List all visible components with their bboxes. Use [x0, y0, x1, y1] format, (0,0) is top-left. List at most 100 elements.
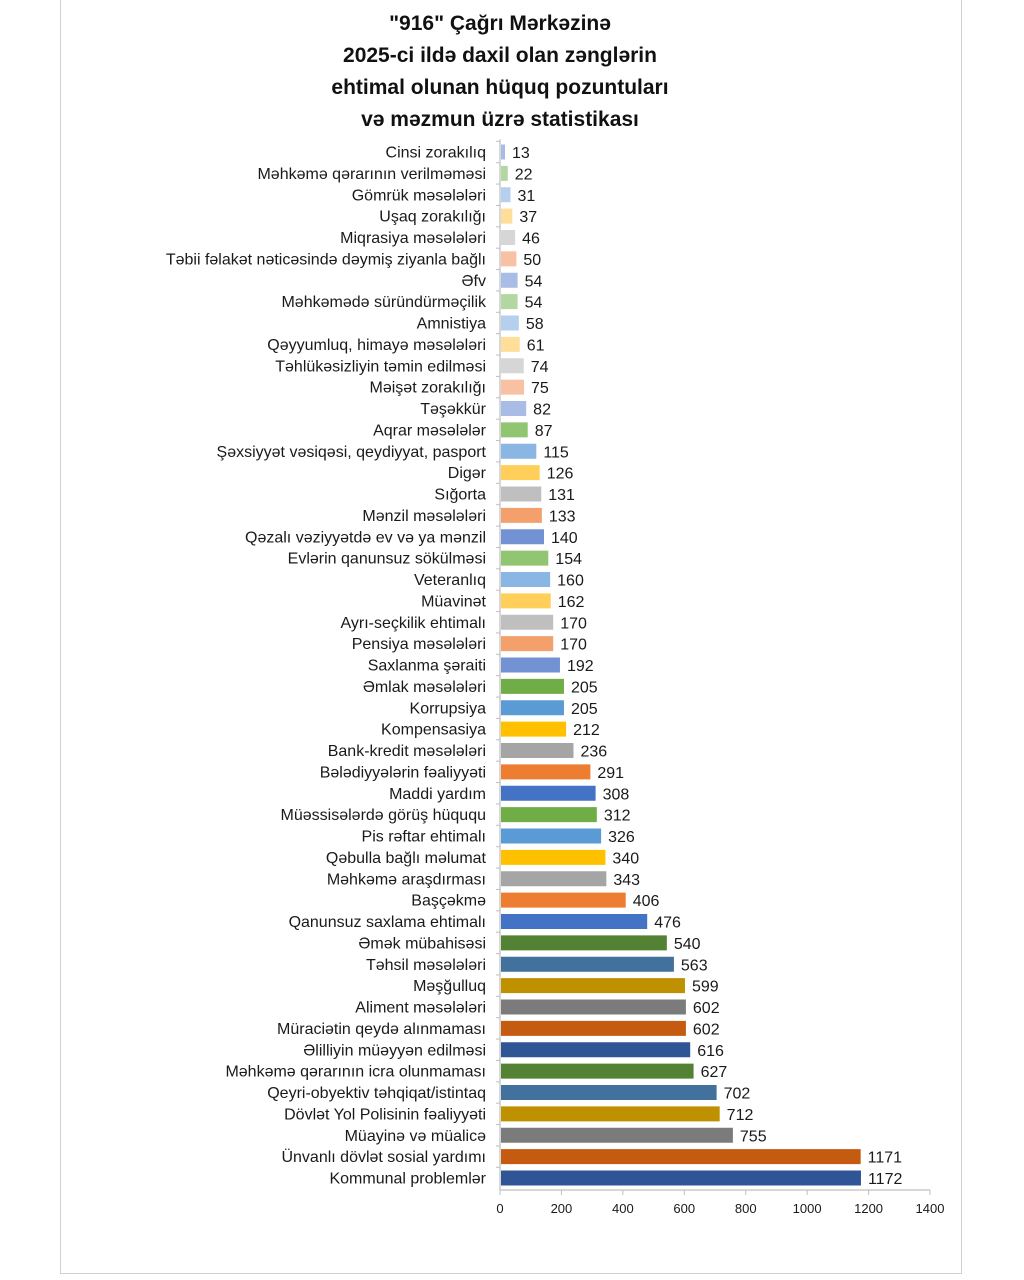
category-label: Təşəkkür	[420, 401, 486, 418]
data-label: 563	[681, 957, 708, 974]
category-label: Əmək mübahisəsi	[358, 935, 486, 952]
bar	[501, 443, 537, 459]
bar	[501, 550, 549, 566]
data-label: 616	[697, 1043, 724, 1060]
data-label: 75	[531, 380, 549, 397]
data-label: 712	[727, 1107, 754, 1124]
bar	[501, 935, 667, 951]
bar	[501, 1149, 861, 1165]
category-label: Məhkəmə qərarının verilməməsi	[257, 166, 486, 183]
category-label: Veteranlıq	[414, 572, 486, 589]
data-label: 627	[701, 1064, 728, 1081]
category-label: Məişət zorakılığı	[370, 380, 486, 397]
data-label: 540	[674, 936, 701, 953]
category-label: Qanunsuz saxlama ehtimalı	[289, 914, 486, 931]
data-label: 212	[573, 722, 600, 739]
data-label: 74	[531, 359, 549, 376]
bar	[501, 422, 528, 438]
category-label: Digər	[448, 465, 487, 482]
bar	[501, 764, 591, 780]
bar	[501, 529, 544, 545]
bar	[501, 914, 648, 929]
bar	[501, 230, 516, 245]
x-tick-label: 400	[612, 1201, 634, 1216]
category-label: Təhsil məsələləri	[366, 957, 486, 974]
data-label: 170	[560, 637, 587, 654]
bar	[501, 294, 518, 310]
category-label: Qeyri-obyektiv təhqiqat/istintaq	[267, 1085, 486, 1102]
category-label: Cinsi zorakılıq	[386, 145, 486, 162]
data-label: 1171	[868, 1150, 903, 1167]
category-label: Əmlak məsələləri	[363, 679, 486, 696]
bar	[501, 678, 564, 694]
data-label: 192	[567, 658, 594, 675]
category-label: Bank-kredit məsələləri	[328, 743, 486, 760]
bar	[501, 1063, 694, 1079]
bar	[501, 336, 520, 352]
data-label: 162	[558, 594, 585, 611]
category-label: Ayrı-seçkilik ehtimalı	[340, 615, 486, 632]
bar	[501, 743, 574, 758]
bar	[501, 486, 542, 502]
bar	[501, 572, 551, 587]
data-label: 160	[557, 573, 584, 590]
chart-title-line-4: və məzmun üzrə statistikası	[361, 108, 639, 131]
x-tick-label: 200	[551, 1201, 573, 1216]
bar	[501, 593, 551, 609]
data-label: 312	[604, 808, 631, 825]
category-label: Məhkəmə qərarının icra olunmaması	[225, 1064, 486, 1081]
data-label: 61	[527, 337, 545, 354]
bar	[501, 1127, 733, 1143]
bar	[501, 871, 607, 887]
category-label: Aliment məsələləri	[355, 1000, 486, 1017]
data-label: 133	[549, 508, 576, 525]
bar	[501, 251, 517, 267]
bar	[501, 892, 626, 908]
bar	[501, 1042, 691, 1058]
category-label: Pis rəftar ehtimalı	[362, 829, 486, 846]
bar	[501, 636, 554, 652]
category-label: Sığorta	[434, 487, 486, 504]
data-label: 126	[547, 466, 574, 483]
category-label: Kompensasiya	[381, 722, 486, 739]
data-label: 326	[608, 829, 635, 846]
bar	[501, 721, 567, 737]
bar	[501, 657, 560, 673]
x-tick-label: 1200	[854, 1201, 883, 1216]
category-label: Miqrasiya məsələləri	[340, 230, 486, 247]
bar	[501, 1170, 861, 1186]
bar	[501, 187, 511, 203]
chart-title-line-1: "916" Çağrı Mərkəzinə	[389, 12, 611, 35]
category-label: Müayinə və müalicə	[345, 1128, 487, 1145]
data-label: 31	[518, 188, 536, 205]
category-label: Müraciətin qeydə alınmaması	[277, 1021, 486, 1038]
data-label: 343	[613, 872, 640, 889]
data-label: 54	[525, 295, 543, 312]
bar	[501, 807, 597, 823]
chart-title-line-2: 2025-ci ildə daxil olan zənglərin	[343, 44, 657, 67]
bar	[501, 507, 542, 523]
category-label: Pensiya məsələləri	[352, 636, 486, 653]
bar	[501, 956, 674, 972]
category-label: Qəzalı vəziyyətdə ev və ya mənzil	[245, 529, 486, 546]
bar	[501, 379, 525, 395]
bar	[501, 465, 540, 481]
category-label: Amnistiya	[417, 316, 486, 333]
category-label: Müəssisələrdə görüş hüququ	[281, 807, 486, 824]
chart-title-line-3: ehtimal olunan hüquq pozuntuları	[331, 76, 669, 99]
data-label: 599	[692, 979, 719, 996]
data-label: 476	[654, 915, 681, 932]
category-label: Aqrar məsələlər	[373, 422, 487, 439]
bar	[501, 358, 524, 374]
category-label: Dövlət Yol Polisinin fəaliyyəti	[284, 1106, 486, 1123]
x-tick-label: 600	[673, 1201, 695, 1216]
data-label: 755	[740, 1128, 767, 1145]
category-label: Qəbulla bağlı məlumat	[326, 850, 487, 867]
data-label: 154	[555, 551, 582, 568]
bar	[501, 1085, 717, 1100]
category-label: Kommunal problemlər	[329, 1171, 486, 1188]
category-label: Maddi yardım	[389, 786, 486, 803]
bar	[501, 315, 519, 331]
data-label: 205	[571, 701, 598, 718]
